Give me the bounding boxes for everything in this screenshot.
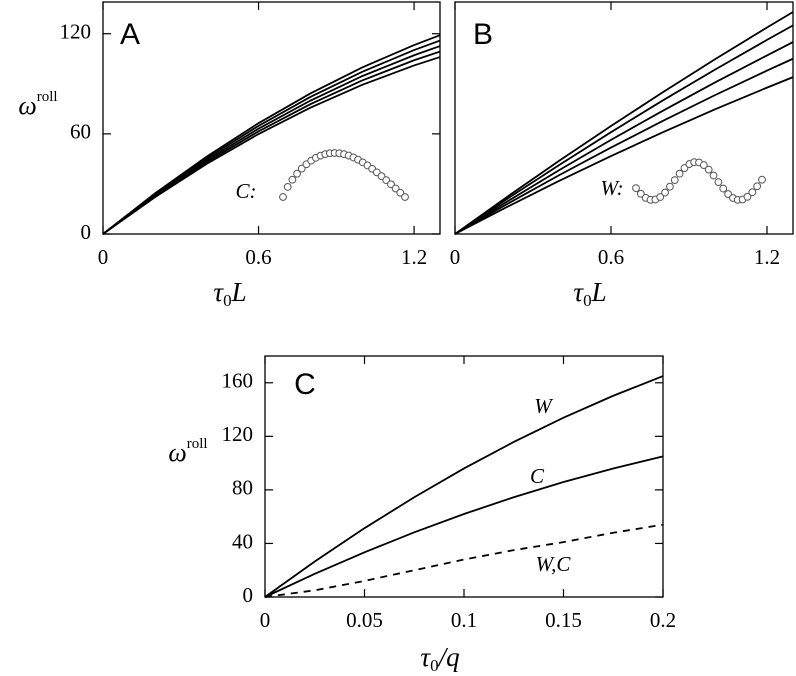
shape-bead <box>748 188 757 197</box>
y-label-sup: roll <box>187 436 208 452</box>
shape-bead <box>719 184 728 193</box>
x-label-rest: L <box>231 277 247 307</box>
shape-bead <box>293 169 301 178</box>
x-tick-label: 0.1 <box>451 608 477 632</box>
x-tick-label: 0 <box>450 245 461 269</box>
y-tick-label: 0 <box>243 583 254 607</box>
shape-bead <box>279 193 287 201</box>
x-label-sub: 0 <box>583 291 592 310</box>
shape-bead <box>656 193 665 201</box>
shape-bead <box>670 176 679 185</box>
shape-bead <box>288 175 297 184</box>
x-tick-label: 0.2 <box>650 608 676 632</box>
shape-bead <box>632 184 640 193</box>
x-label-sub: 0 <box>223 291 232 310</box>
y-tick-label: 80 <box>232 476 253 500</box>
x-tick-label: 1.2 <box>754 245 780 269</box>
y-axis-label: ωroll <box>168 436 207 467</box>
x-axis-label: τ0L <box>213 277 246 310</box>
x-tick-label: 0.6 <box>245 245 271 269</box>
y-tick-label: 160 <box>222 369 254 393</box>
shape-bead <box>661 188 669 197</box>
x-label-sub: 0 <box>430 656 439 675</box>
shape-bead <box>297 164 306 173</box>
plot-frame <box>454 1 794 235</box>
x-label-main: τ <box>213 277 224 307</box>
y-tick-label: 60 <box>70 120 91 144</box>
x-tick-label: 0.15 <box>545 608 582 632</box>
x-label-rest: /q <box>437 642 460 672</box>
shape-bead <box>636 189 645 198</box>
plot-frame <box>102 1 441 235</box>
shape-bead <box>401 193 409 201</box>
series-line <box>454 57 794 235</box>
series-line <box>264 523 664 598</box>
y-label-main: ω <box>168 438 186 467</box>
shape-bead <box>704 165 713 174</box>
panel-label: A <box>120 18 140 51</box>
shape-bead <box>675 169 684 178</box>
series-line <box>264 455 664 598</box>
series-line <box>102 34 441 235</box>
x-label-main: τ <box>420 642 431 672</box>
plot-frame <box>264 355 664 598</box>
x-tick-label: 0 <box>98 245 109 269</box>
y-tick-label: 120 <box>60 20 92 44</box>
shape-bead <box>391 184 400 193</box>
x-tick-label: 1.2 <box>401 245 427 269</box>
panel-label: B <box>473 18 493 51</box>
y-tick-label: 40 <box>232 529 253 553</box>
y-label-sup: roll <box>37 89 58 105</box>
y-axis-label: ωroll <box>18 89 57 120</box>
shape-bead <box>758 175 766 184</box>
shape-annotation: C: <box>236 179 257 203</box>
shape-annotation: W: <box>600 176 623 200</box>
series-line <box>102 45 441 235</box>
series-line <box>454 11 794 235</box>
x-tick-label: 0 <box>260 608 271 632</box>
series-label: C <box>530 464 545 488</box>
x-label-rest: L <box>591 277 607 307</box>
shape-bead <box>699 161 708 169</box>
y-label-main: ω <box>18 91 36 120</box>
shape-bead <box>396 188 405 197</box>
y-tick-label: 0 <box>81 220 92 244</box>
series-line <box>102 56 441 235</box>
x-tick-label: 0.05 <box>346 608 383 632</box>
shape-bead <box>709 171 718 180</box>
shape-bead <box>387 180 395 189</box>
shape-bead <box>753 182 762 191</box>
series-line <box>102 50 441 235</box>
shape-bead <box>743 192 752 201</box>
series-line <box>454 76 794 235</box>
y-tick-label: 120 <box>222 422 254 446</box>
x-axis-label: τ0/q <box>420 642 459 675</box>
series-line <box>264 375 664 598</box>
panel-label: C <box>294 368 316 401</box>
series-label: W,C <box>536 552 572 576</box>
shape-bead <box>714 178 723 186</box>
x-axis-label: τ0L <box>573 277 606 310</box>
series-line <box>454 24 794 235</box>
series-line <box>454 41 794 235</box>
x-tick-label: 0.6 <box>598 245 624 269</box>
x-label-main: τ <box>573 277 584 307</box>
shape-bead <box>666 182 674 191</box>
series-label: W <box>534 394 554 418</box>
shape-bead <box>283 182 292 191</box>
